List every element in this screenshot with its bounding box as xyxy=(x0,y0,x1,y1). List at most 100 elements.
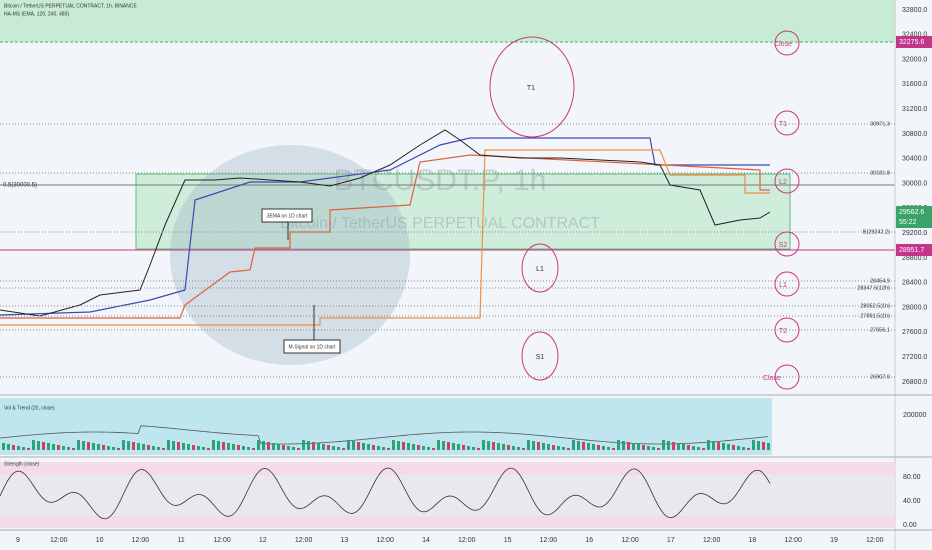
marker-label: L2 xyxy=(779,179,787,186)
volume-bar xyxy=(487,441,490,450)
volume-bar xyxy=(627,442,630,450)
volume-bar xyxy=(582,442,585,450)
marker-label: T1 xyxy=(779,121,787,128)
volume-bar xyxy=(497,443,500,450)
volume-bar xyxy=(752,440,755,450)
volume-bar xyxy=(762,442,765,450)
time-tick: 12:00 xyxy=(784,537,802,544)
volume-bar xyxy=(232,444,235,450)
strength-tick: 0.00 xyxy=(903,522,917,529)
volume-bar xyxy=(457,444,460,450)
volume-bar xyxy=(417,445,420,450)
price-tick: 28000.0 xyxy=(902,304,927,311)
volume-bar xyxy=(37,441,40,450)
volume-bar xyxy=(102,445,105,450)
volume-bar xyxy=(222,442,225,450)
volume-bar xyxy=(447,442,450,450)
volume-bar xyxy=(22,447,25,450)
volume-bar xyxy=(577,441,580,450)
volume-bar xyxy=(477,448,480,450)
strength-top xyxy=(0,462,895,475)
volume-bar xyxy=(532,441,535,450)
volume-bar xyxy=(167,440,170,450)
price-badge xyxy=(896,206,932,218)
volume-bar xyxy=(492,442,495,450)
volume-bar xyxy=(147,445,150,450)
volume-bar xyxy=(192,445,195,450)
time-tick: 12:00 xyxy=(866,537,884,544)
time-tick: 12:00 xyxy=(132,537,150,544)
price-badge xyxy=(896,244,932,256)
volume-bar xyxy=(382,447,385,450)
level-label: 27656.1 xyxy=(870,327,890,333)
volume-bar xyxy=(612,448,615,450)
volume-bar xyxy=(82,441,85,450)
volume-bar xyxy=(557,446,560,450)
time-tick: 14 xyxy=(422,537,430,544)
indicator-label: HA-MS (EMA, 120, 240, 480) xyxy=(4,11,69,17)
volume-bar xyxy=(702,448,705,450)
level-label: B(29242.2) xyxy=(863,229,890,235)
volume-bar xyxy=(652,447,655,450)
volume-bg xyxy=(0,398,772,455)
volume-bar xyxy=(392,440,395,450)
price-badge-text: 32275.6 xyxy=(899,39,924,46)
marker-circle xyxy=(774,110,800,136)
volume-bar xyxy=(767,443,770,450)
volume-bar xyxy=(587,443,590,450)
volume-bar xyxy=(367,444,370,450)
volume-bar xyxy=(442,441,445,450)
callout: M-Signal on 1D chart xyxy=(289,344,337,350)
price-badge xyxy=(896,36,932,48)
level-label: 30181.8 xyxy=(870,170,890,176)
volume-bar xyxy=(552,445,555,450)
marker-circle xyxy=(774,271,800,297)
volume-bar xyxy=(537,442,540,450)
price-tick: 26800.0 xyxy=(902,379,927,386)
marker-label: Close xyxy=(774,41,792,48)
volume-bar xyxy=(467,446,470,450)
volume-bar xyxy=(252,448,255,450)
volume-bar xyxy=(187,444,190,450)
level-label: 28052.5(1h) xyxy=(860,303,890,309)
zone-label: T1 xyxy=(527,85,535,92)
marker-circle xyxy=(774,317,800,343)
volume-bar xyxy=(437,440,440,450)
marker-label: S2 xyxy=(779,242,788,249)
price-tick: 30800.0 xyxy=(902,131,927,138)
volume-bar xyxy=(107,446,110,450)
volume-bar xyxy=(372,445,375,450)
volume-bar xyxy=(397,441,400,450)
time-tick: 19 xyxy=(830,537,838,544)
volume-bar xyxy=(597,445,600,450)
time-tick: 12:00 xyxy=(213,537,231,544)
watermark-symbol: BTCUSDT.P, 1h xyxy=(334,164,547,197)
volume-bar xyxy=(352,441,355,450)
time-tick: 12:00 xyxy=(621,537,639,544)
volume-bar xyxy=(687,445,690,450)
price-tick: 32000.0 xyxy=(902,56,927,63)
strength-tick: 80.00 xyxy=(903,474,921,481)
volume-bar xyxy=(607,447,610,450)
volume-bar xyxy=(522,448,525,450)
mid-label: 0.5(30000.5) xyxy=(3,183,37,189)
volume-bar xyxy=(692,446,695,450)
strength-line xyxy=(0,467,771,520)
price-badge-text: 55:22 xyxy=(899,219,917,226)
volume-bar xyxy=(267,442,270,450)
volume-bar xyxy=(32,440,35,450)
volume-bar xyxy=(747,448,750,450)
marker-circle xyxy=(774,30,800,56)
price-tick: 32400.0 xyxy=(902,32,927,39)
price-tick: 27600.0 xyxy=(902,329,927,336)
volume-bar xyxy=(217,441,220,450)
volume-bar xyxy=(527,440,530,450)
chart-title: Bitcoin / TetherUS PERPETUAL CONTRACT, 1… xyxy=(4,3,137,9)
volume-bar xyxy=(347,440,350,450)
volume-bar xyxy=(357,442,360,450)
callout-box xyxy=(283,339,341,354)
price-tick: 27200.0 xyxy=(902,354,927,361)
volume-bar xyxy=(62,446,65,450)
volume-tick: 200000 xyxy=(903,412,926,419)
marker-circle xyxy=(774,168,800,194)
